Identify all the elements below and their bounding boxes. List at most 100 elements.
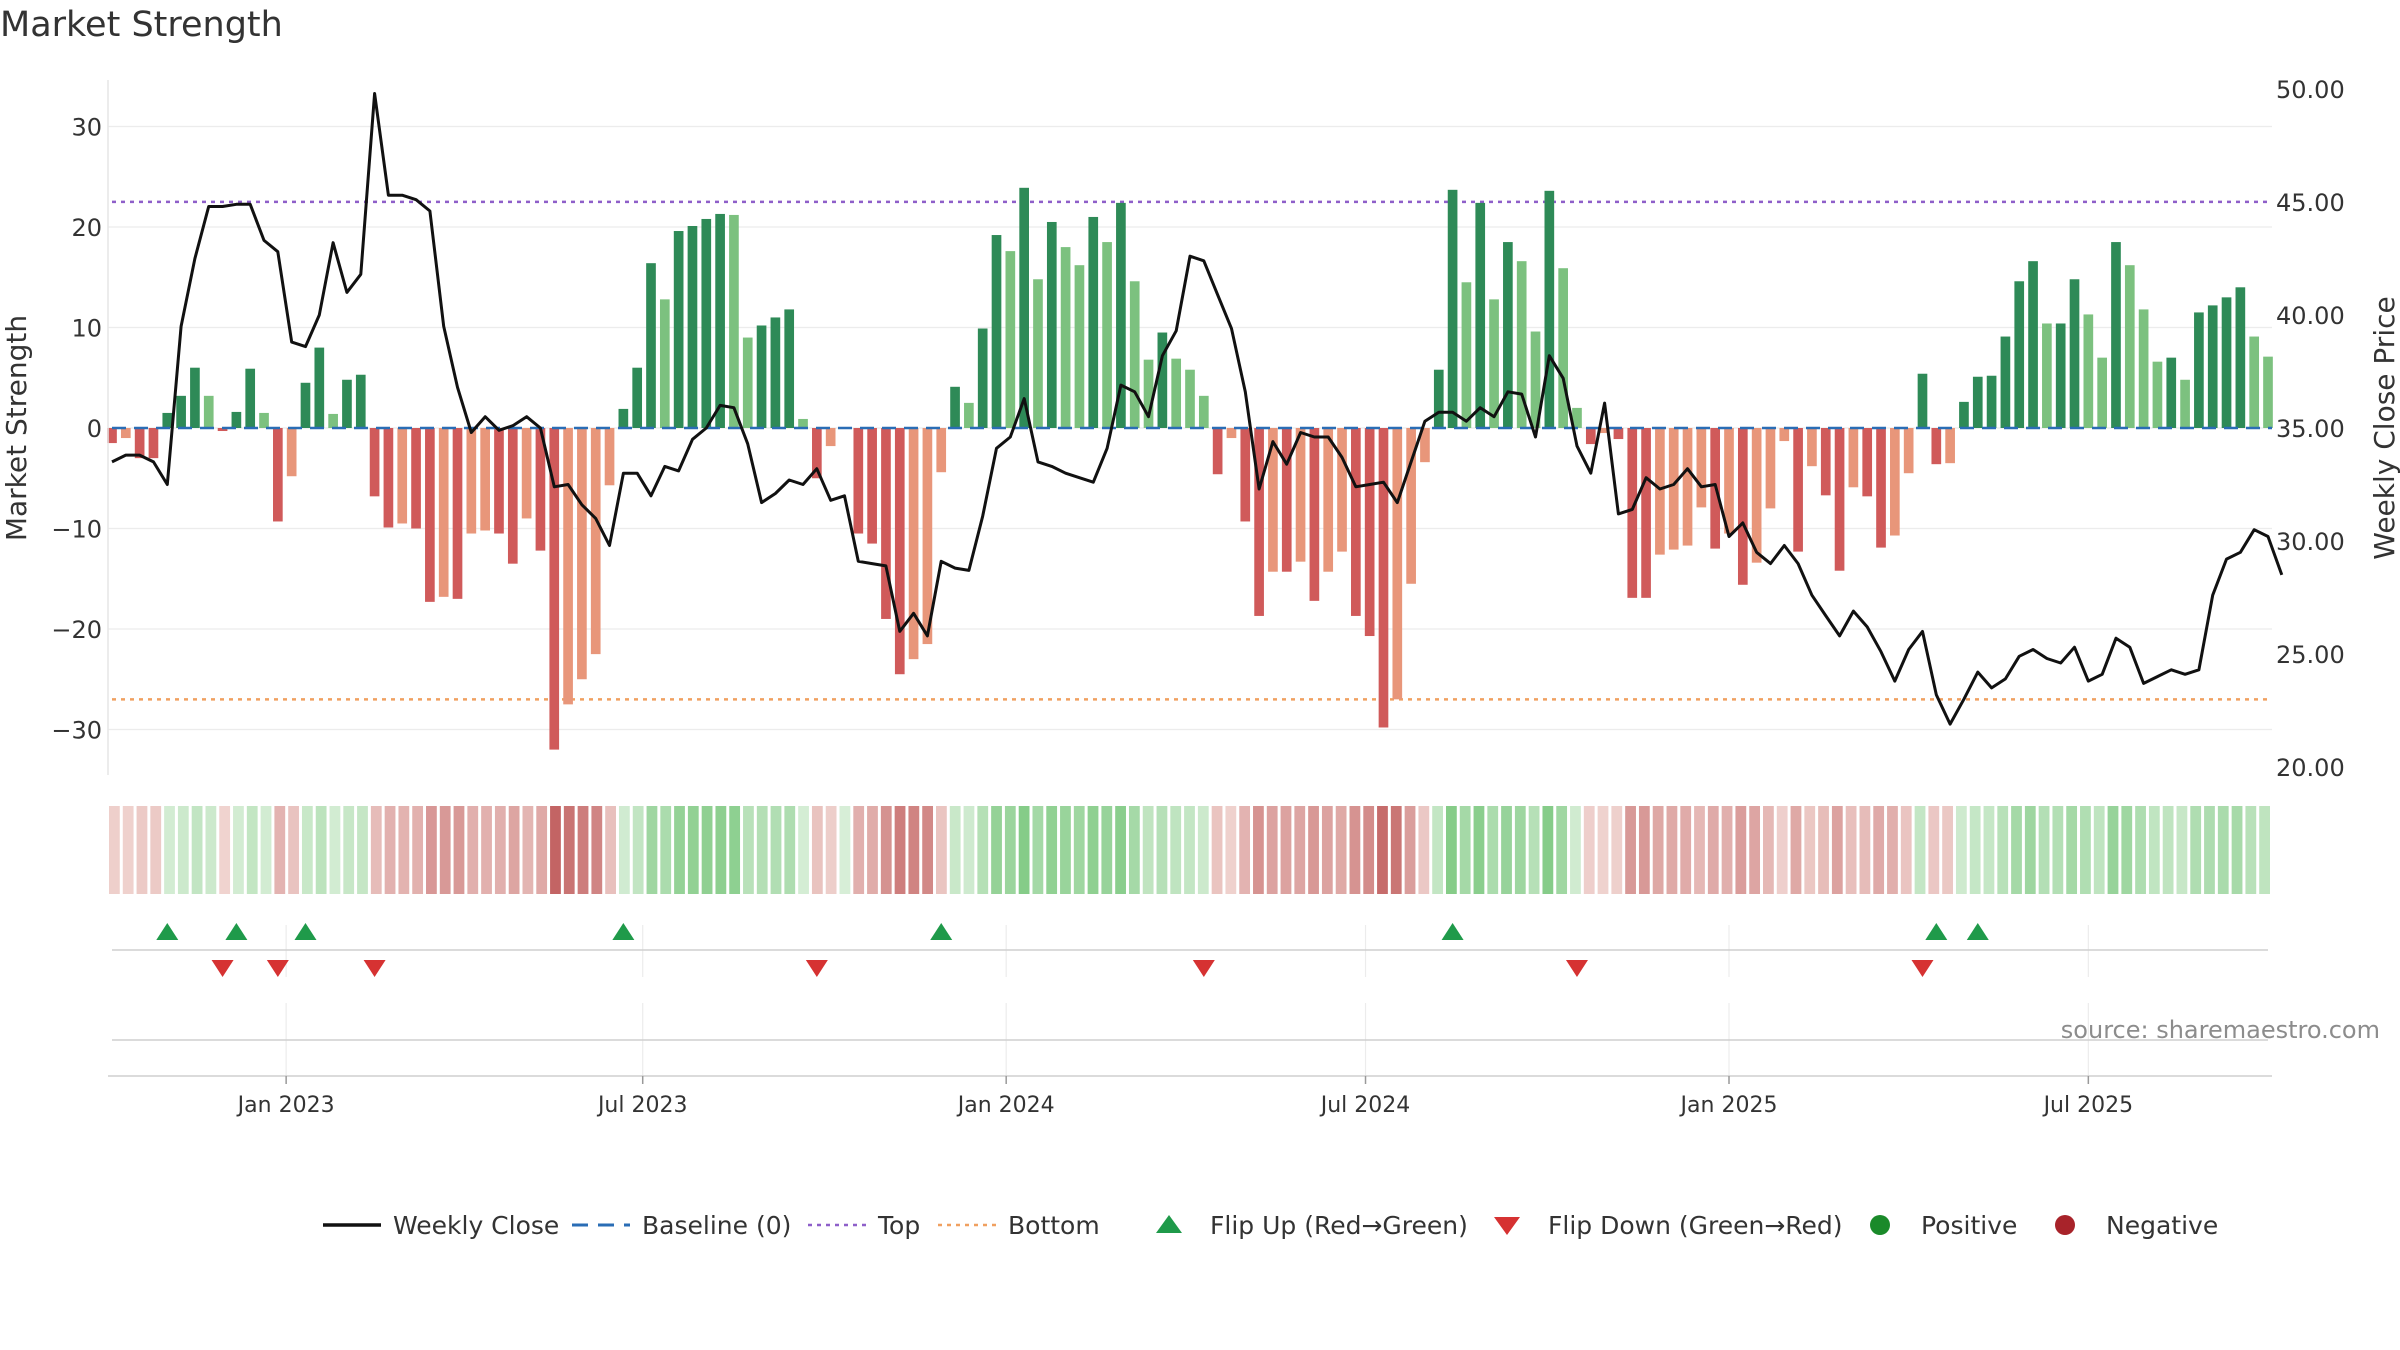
strength-bar <box>1724 428 1734 534</box>
heat-cell <box>536 806 548 894</box>
heat-cell <box>1128 806 1140 894</box>
heat-cell <box>1790 806 1802 894</box>
heat-cell <box>550 806 561 894</box>
flip-up-marker <box>156 923 179 940</box>
strength-bar <box>1641 428 1651 598</box>
x-tick-label: Jul 2024 <box>1319 1093 1411 1118</box>
heat-cell <box>756 806 768 894</box>
heat-cell <box>1211 806 1223 894</box>
heat-cell <box>205 806 217 894</box>
heat-cell <box>1831 806 1843 894</box>
y-right-ticks: 50.00 45.00 40.00 35.00 30.00 25.00 20.00 <box>2276 76 2345 782</box>
heat-cell <box>1859 806 1871 894</box>
strength-bars <box>107 187 2273 750</box>
heat-cell <box>1473 806 1485 894</box>
heat-cell <box>191 806 203 894</box>
strength-bar <box>1005 251 1016 428</box>
heat-cell <box>1928 806 1940 894</box>
strength-bar <box>1185 369 1195 428</box>
heat-cell <box>1735 806 1747 894</box>
heat-cell <box>357 806 368 894</box>
heat-cell <box>1115 806 1126 894</box>
heat-cell <box>315 806 327 894</box>
heat-cell <box>1018 806 1030 894</box>
heat-cell <box>2162 806 2174 894</box>
flip-up-marker <box>1966 923 1989 940</box>
strength-bar <box>535 428 546 551</box>
legend-label: Baseline (0) <box>642 1211 791 1240</box>
strength-bar <box>563 428 573 705</box>
heat-cell <box>233 806 244 894</box>
x-axis-ticks: Jan 2023 Jul 2023 Jan 2024 Jul 2024 Jan 2025… <box>236 1076 2133 1118</box>
strength-bar <box>438 428 449 597</box>
strength-bar <box>2042 323 2052 428</box>
legend-label: Positive <box>1921 1211 2017 1240</box>
strength-bar <box>1862 428 1873 497</box>
heat-cell <box>1170 806 1182 894</box>
strength-bar <box>1433 369 1444 428</box>
heat-cell <box>2011 806 2022 894</box>
y-left-tick-label: −10 <box>51 516 102 544</box>
heat-cell <box>1583 806 1595 894</box>
strength-bar <box>604 428 615 486</box>
strength-bar <box>1295 428 1306 562</box>
strength-bar <box>1351 428 1361 616</box>
strength-bar <box>383 428 394 528</box>
heat-cell <box>1666 806 1678 894</box>
strength-bar <box>2138 309 2149 428</box>
heat-cell <box>1101 806 1113 894</box>
strength-bar <box>1613 428 1624 440</box>
strength-bar <box>1116 202 1126 428</box>
heat-cell <box>219 806 231 894</box>
heat-cell <box>894 806 906 894</box>
strength-bar <box>2221 297 2232 428</box>
heat-cell <box>825 806 837 894</box>
flip-down-marker <box>1192 960 1215 977</box>
heat-cell <box>2038 806 2050 894</box>
heat-cell <box>1184 806 1195 894</box>
heat-cell <box>1363 806 1375 894</box>
strength-bar <box>590 428 601 655</box>
heat-cell <box>1680 806 1692 894</box>
heat-cell <box>1501 806 1512 894</box>
y-left-tick-label: −30 <box>51 717 102 745</box>
heat-cell <box>301 806 313 894</box>
strength-bar <box>1143 359 1154 428</box>
flip-down-marker <box>1565 960 1588 977</box>
strength-bar <box>922 428 933 645</box>
heat-cell <box>1377 806 1388 894</box>
heat-cell <box>1625 806 1636 894</box>
flip-down-marker <box>805 960 828 977</box>
x-tick-label: Jan 2024 <box>956 1093 1055 1118</box>
strength-bar <box>1696 428 1707 508</box>
heat-cell <box>715 806 727 894</box>
heat-cell <box>963 806 975 894</box>
strength-bar <box>2097 357 2107 428</box>
strength-bar <box>259 412 269 428</box>
strength-bar <box>134 428 145 459</box>
heat-cell <box>853 806 865 894</box>
strength-bar <box>1019 187 1029 428</box>
source-credit: source: sharemaestro.com <box>2061 1016 2380 1044</box>
strength-bar <box>1572 407 1582 428</box>
strength-bar <box>1392 428 1403 700</box>
strength-bar <box>825 428 836 447</box>
heat-cell <box>1073 806 1085 894</box>
strength-bar <box>2124 265 2135 428</box>
y-right-tick-label: 45.00 <box>2276 189 2345 217</box>
heat-cell <box>246 806 258 894</box>
heat-cell <box>949 806 961 894</box>
heat-cell <box>467 806 479 894</box>
heat-cell <box>1707 806 1719 894</box>
strength-heat-strip <box>109 806 2270 894</box>
strength-bar <box>1779 428 1790 442</box>
strength-bar <box>618 408 629 428</box>
strength-bar <box>1447 189 1458 428</box>
heat-cell <box>1900 806 1912 894</box>
heat-cell <box>811 806 823 894</box>
strength-bar <box>369 428 380 497</box>
heat-cell <box>936 806 947 894</box>
heat-cell <box>867 806 878 894</box>
strength-bar <box>2014 281 2025 428</box>
heat-cell <box>605 806 616 894</box>
